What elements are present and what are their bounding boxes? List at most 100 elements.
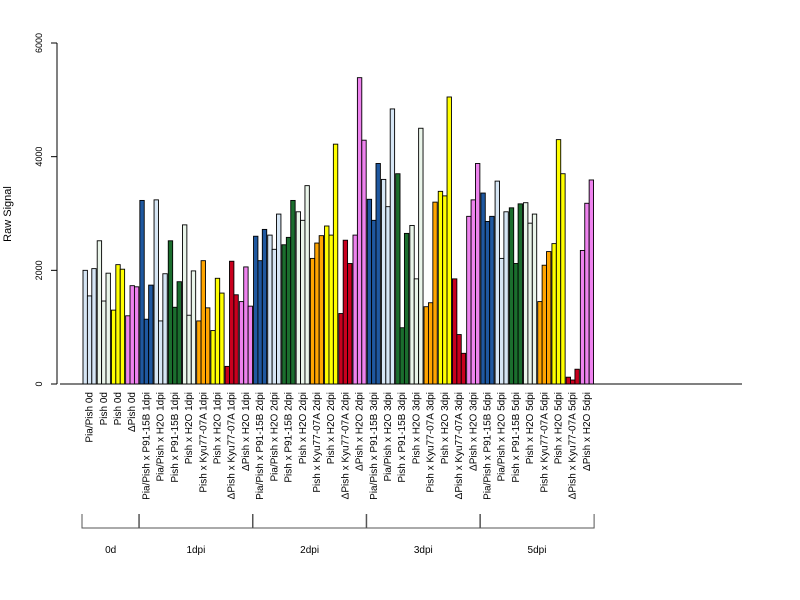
bar xyxy=(513,263,519,385)
group-brackets: 0d 1dpi 2dpi 3dpi 5dpi xyxy=(81,514,595,556)
bar xyxy=(238,301,245,385)
x-tick-label: Pia/Pish x P91-15B 1dpi xyxy=(141,392,152,500)
bar xyxy=(105,272,111,385)
y-axis-label: Raw Signal xyxy=(2,186,14,242)
bar xyxy=(385,206,391,385)
bar xyxy=(484,221,491,385)
group-label: 5dpi xyxy=(528,545,547,556)
bar xyxy=(229,260,235,385)
x-tick-label: ΔPish 0d xyxy=(127,392,138,432)
bar xyxy=(403,232,410,385)
x-tick-label: Pish x H2O 1dpi xyxy=(212,392,223,464)
bar xyxy=(546,251,552,385)
bar xyxy=(452,278,458,385)
bar xyxy=(460,352,467,385)
bar xyxy=(470,199,476,385)
bar xyxy=(267,234,273,385)
x-tick-labels: Pia/Pish 0d Pish 0d Pish 0d ΔPish 0d Pia/Pis… xyxy=(85,392,593,500)
bar xyxy=(143,318,150,385)
bar xyxy=(101,300,107,385)
group-label: 1dpi xyxy=(186,545,205,556)
bar xyxy=(389,108,396,385)
bar xyxy=(332,143,339,385)
bar xyxy=(499,257,505,385)
x-tick-label: Pish x Kyu77-07A 1dpi xyxy=(198,392,209,493)
bar xyxy=(91,268,97,385)
bar xyxy=(153,199,159,385)
group-bracket xyxy=(81,514,140,529)
y-tick-label: 2000 xyxy=(34,260,44,280)
bar xyxy=(342,239,349,385)
bar xyxy=(243,266,249,385)
bar xyxy=(281,244,287,385)
x-tick-label: Pish x H2O 5dpi xyxy=(525,392,536,464)
bar xyxy=(399,327,405,385)
bar xyxy=(328,234,334,385)
bar xyxy=(475,163,481,385)
bar xyxy=(555,139,562,385)
bar xyxy=(224,365,230,385)
x-tick-label: Pish x P91-15B 1dpi xyxy=(170,392,181,483)
bar xyxy=(588,179,595,385)
y-tick-label: 4000 xyxy=(34,147,44,167)
y-tick-label: 0 xyxy=(34,381,44,386)
bar xyxy=(96,240,103,385)
x-tick-label: Pish x H2O 2dpi xyxy=(326,392,337,464)
bar xyxy=(314,242,320,385)
x-tick-label: Pish x Kyu77-07A 5dpi xyxy=(539,392,550,493)
y-axis: 0 2000 4000 6000 xyxy=(34,33,58,387)
bar xyxy=(219,292,225,385)
x-tick-label: ΔPish x Kyu77-07A 1dpi xyxy=(227,392,238,499)
x-tick-label: ΔPish x Kyu77-07A 2dpi xyxy=(340,392,351,499)
bar xyxy=(276,213,282,385)
bar xyxy=(285,236,292,385)
bar xyxy=(271,248,277,385)
bar xyxy=(157,320,164,385)
x-tick-label: Pia/Pish x P91-15B 5dpi xyxy=(482,392,493,500)
bar xyxy=(186,314,192,385)
group-bracket xyxy=(365,514,481,529)
x-tick-label: Pish x P91-15B 2dpi xyxy=(284,392,295,483)
x-tick-label: ΔPish x Kyu77-07A 3dpi xyxy=(454,392,465,499)
bar xyxy=(86,295,93,385)
bar xyxy=(508,207,515,385)
x-tick-label: Pia/Pish x H2O 3dpi xyxy=(383,392,394,482)
x-tick-label: Pish x P91-15B 3dpi xyxy=(397,392,408,483)
bar xyxy=(338,313,344,385)
bar xyxy=(427,302,434,385)
y-tick-label: 6000 xyxy=(34,33,44,53)
bar xyxy=(565,376,571,385)
bar xyxy=(503,211,509,385)
bar xyxy=(162,273,168,385)
group-label: 3dpi xyxy=(414,545,433,556)
bar xyxy=(356,77,363,385)
bar xyxy=(125,315,131,385)
bar xyxy=(182,224,188,385)
bar xyxy=(409,224,415,385)
bar xyxy=(560,173,566,385)
bar xyxy=(82,269,88,385)
group-bracket xyxy=(479,514,595,529)
bar xyxy=(366,198,373,385)
bar xyxy=(119,268,126,385)
bar xyxy=(139,199,145,385)
bar xyxy=(167,240,174,385)
bar xyxy=(200,260,206,385)
bars xyxy=(82,77,595,385)
group-bracket xyxy=(138,514,254,529)
group-label: 2dpi xyxy=(300,545,319,556)
bar xyxy=(531,213,538,385)
bar xyxy=(324,225,330,385)
bar xyxy=(442,195,448,385)
bar xyxy=(196,320,202,385)
bar xyxy=(205,307,211,385)
bar xyxy=(190,270,197,385)
x-tick-label: ΔPish x H2O 1dpi xyxy=(241,392,252,471)
bar xyxy=(318,235,325,385)
bar xyxy=(466,215,472,385)
x-tick-label: ΔPish x Kyu77-07A 5dpi xyxy=(568,392,579,499)
bar xyxy=(437,190,444,385)
bar xyxy=(115,264,121,385)
group-bracket xyxy=(252,514,368,529)
